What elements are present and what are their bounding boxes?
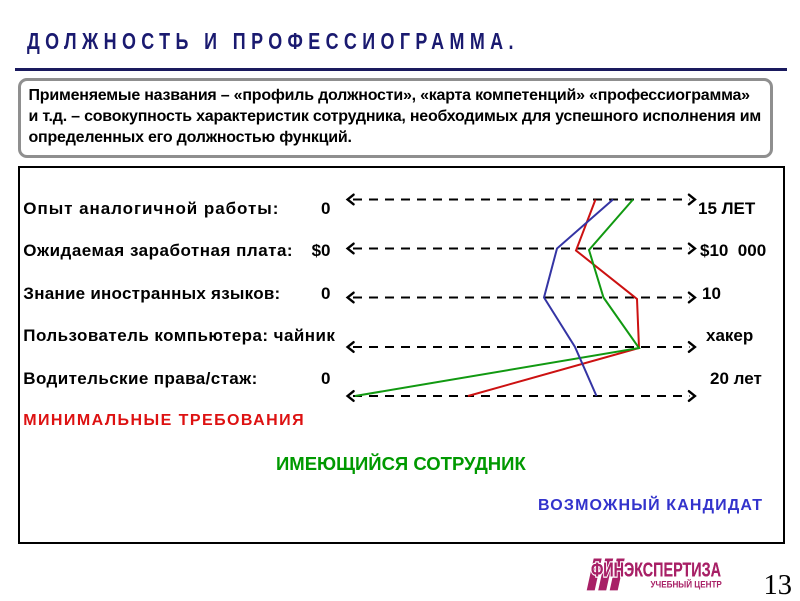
svg-text:ФИНЭКСПЕРТИЗА: ФИНЭКСПЕРТИЗА	[591, 560, 721, 582]
svg-text:ФИНЭКСПЕРТИЗА: ФИНЭКСПЕРТИЗА	[591, 560, 721, 582]
svg-text:УЧЕБНЫЙ ЦЕНТР: УЧЕБНЫЙ ЦЕНТР	[651, 578, 722, 589]
